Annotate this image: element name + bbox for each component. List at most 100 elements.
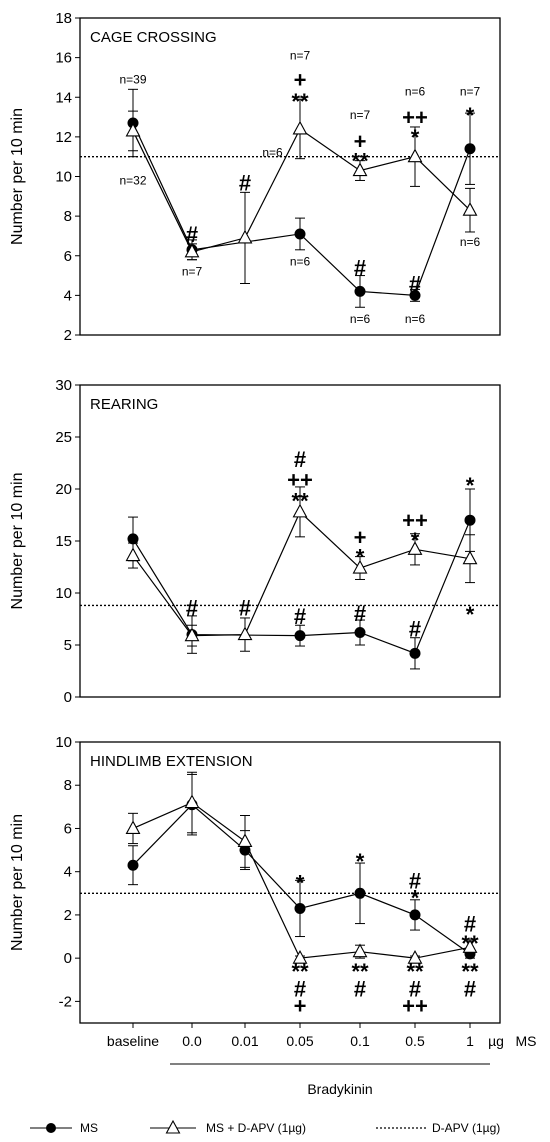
y-tick-label: 14 [55,89,72,106]
significance-annotation: ** [351,959,369,984]
y-tick-label: 6 [64,820,72,837]
msdapv-point [407,148,423,163]
y-tick-label: 8 [64,208,72,225]
y-tick-label: 12 [55,129,72,146]
significance-annotation: # [409,976,421,1001]
significance-annotation: + [354,129,367,154]
x-tick-label: 0.1 [350,1033,370,1049]
msdapv-point [184,243,200,258]
significance-annotation: n=7 [460,84,481,98]
ms-point [409,909,421,921]
ms-series-line [132,122,471,297]
msdapv-point [184,794,200,809]
x-tick-label: 0.0 [182,1033,202,1049]
msdapv-point [184,627,200,642]
y-axis-label: Number per 10 min [9,814,26,951]
x-tick-label: 0.05 [286,1033,313,1049]
ms-point [294,902,306,914]
plot-frame [79,384,501,698]
ms-point [409,647,421,659]
significance-annotation: + [354,525,367,550]
significance-annotation: * [356,545,365,570]
y-tick-label: 6 [64,248,72,265]
panel-title: HINDLIMB EXTENSION [90,753,253,770]
msdapv-point [237,626,253,641]
significance-annotation: ++ [402,994,428,1019]
y-tick-label: 4 [64,864,72,881]
legend-ms-label: MS [80,1121,98,1135]
msdapv-point [237,229,253,244]
legend-dapv-label: D-APV (1µg) [432,1121,500,1135]
ms-point [354,627,366,639]
msdapv-point [125,122,141,137]
significance-annotation: n=6 [262,146,283,160]
ms-point [294,228,306,240]
significance-annotation: # [354,256,366,281]
significance-annotation: ++ [402,105,428,130]
ms-point [409,289,421,301]
significance-annotation: # [464,976,476,1001]
significance-annotation: * [466,473,475,498]
panel-0: 2 4 6 8 10 12 14 16 18 Number per 10 min CAGE CROS… [9,10,501,344]
msdapv-point [292,949,308,964]
significance-annotation: # [409,271,421,296]
significance-annotation: n=7 [290,49,311,63]
y-tick-label: 10 [55,734,72,751]
significance-annotation: ** [351,149,369,174]
significance-annotation: # [409,616,421,641]
msdapv-point [292,120,308,135]
y-tick-label: 0 [64,950,72,967]
plot-frame [79,741,501,1024]
y-tick-label: 0 [64,689,72,706]
ms-point [464,143,476,155]
msdapv-point [292,503,308,518]
y-tick-label: 18 [55,10,72,27]
significance-annotation: ** [461,959,479,984]
legend-ms-marker [46,1123,56,1133]
y-tick-label: 16 [55,50,72,67]
significance-annotation: n=6 [460,235,481,249]
significance-annotation: # [354,601,366,626]
significance-annotation: # [294,976,306,1001]
significance-annotation: # [186,222,198,247]
y-tick-label: 4 [64,287,72,304]
significance-annotation: ** [291,89,309,114]
significance-annotation: # [186,596,198,621]
msdapv-point [462,939,478,953]
msdapv-point [237,833,253,847]
panel-2: -2 0 2 4 6 8 10 Number per 10 min HINDLIMB EXTEN… [9,734,501,1024]
significance-annotation: n=6 [405,312,426,326]
significance-annotation: n=7 [350,108,371,122]
significance-annotation: * [411,125,420,150]
y-tick-label: 8 [64,777,72,794]
significance-annotation: ++ [402,508,428,533]
significance-annotation: # [239,170,251,195]
msdapv-point [352,559,368,574]
y-tick-label: 5 [64,637,72,654]
significance-annotation: * [411,528,420,553]
y-tick-label: 20 [55,481,72,498]
bradykinin-label: Bradykinin [307,1081,372,1097]
significance-annotation: n=7 [182,265,203,279]
ms-point [127,859,139,871]
legend-msdapv-marker [165,1119,181,1134]
x-unit-label: µg [488,1033,504,1049]
ms-point [127,533,139,545]
ms-point [354,285,366,297]
y-tick-label: -2 [59,993,72,1010]
y-axis-label: Number per 10 min [9,108,26,245]
significance-annotation: # [294,447,306,472]
y-tick-label: 25 [55,429,72,446]
x-tick-label: 0.01 [231,1033,258,1049]
y-axis-label: Number per 10 min [9,473,26,610]
y-tick-label: 10 [55,585,72,602]
significance-annotation: + [294,67,307,92]
significance-annotation: # [409,868,421,893]
y-tick-label: 15 [55,533,72,550]
significance-annotation: # [354,976,366,1001]
legend: MS MS + D-APV (1µg) D-APV (1µg) [30,1119,500,1135]
significance-annotation: n=6 [290,255,311,269]
significance-annotation: n=39 [119,72,146,86]
msdapv-point [125,547,141,562]
